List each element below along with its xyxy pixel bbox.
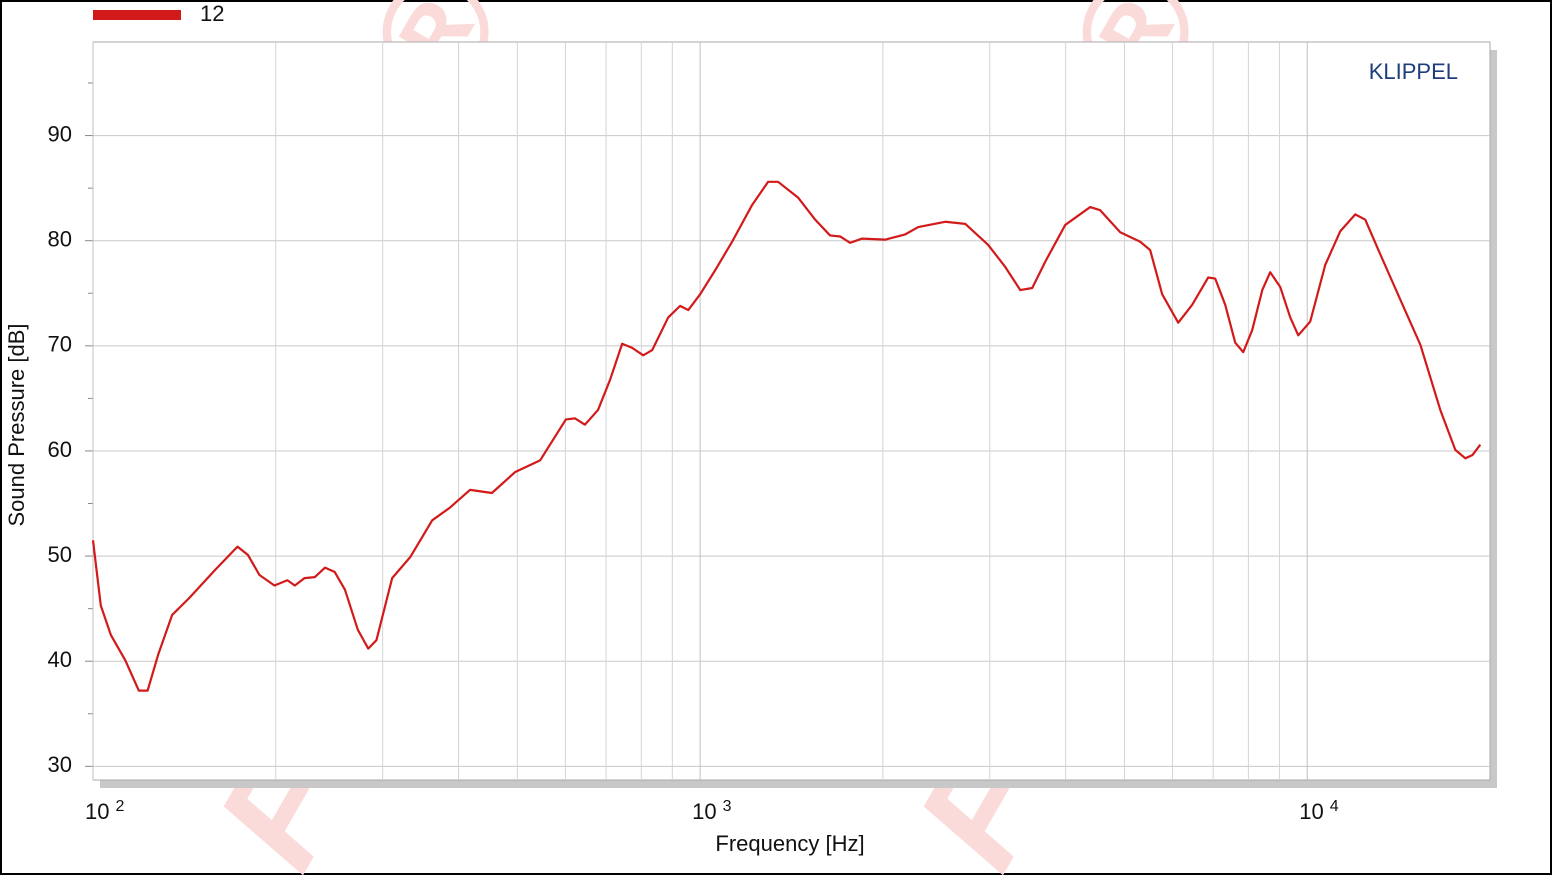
y-tick-label: 40: [48, 647, 72, 672]
y-tick-label: 60: [48, 437, 72, 462]
labels: 30 40 50 60 70 80 90 10 2 10 3 10 4 12: [48, 1, 1339, 824]
x-tick-label: 10 4: [1299, 798, 1338, 824]
legend-label: 12: [200, 1, 224, 26]
legend-swatch: [93, 10, 181, 20]
lines: [91, 180, 1482, 692]
x-tick-base: 10: [85, 799, 109, 824]
y-tick-label: 30: [48, 752, 72, 777]
plot-area: [92, 41, 1491, 781]
y-tick-label: 90: [48, 121, 72, 146]
x-tick-exponent: 4: [1330, 798, 1339, 815]
x-tick-exponent: 2: [115, 798, 124, 815]
y-tick-label: 50: [48, 542, 72, 567]
x-tick-label: 10 2: [85, 798, 124, 824]
brand: KLIPPEL: [1369, 59, 1458, 84]
x-tick-base: 10: [692, 799, 716, 824]
x-tick-label: 10 3: [692, 798, 731, 824]
x-tick-base: 10: [1299, 799, 1323, 824]
y-axis-title: Sound Pressure [dB]: [4, 323, 29, 526]
y-tick-label: 80: [48, 227, 72, 252]
grid: [85, 42, 1490, 780]
x-tick-exponent: 3: [723, 798, 732, 815]
y-tick-label: 70: [48, 332, 72, 357]
series-line: [91, 180, 1482, 692]
x-axis-title: Frequency [Hz]: [715, 831, 864, 856]
